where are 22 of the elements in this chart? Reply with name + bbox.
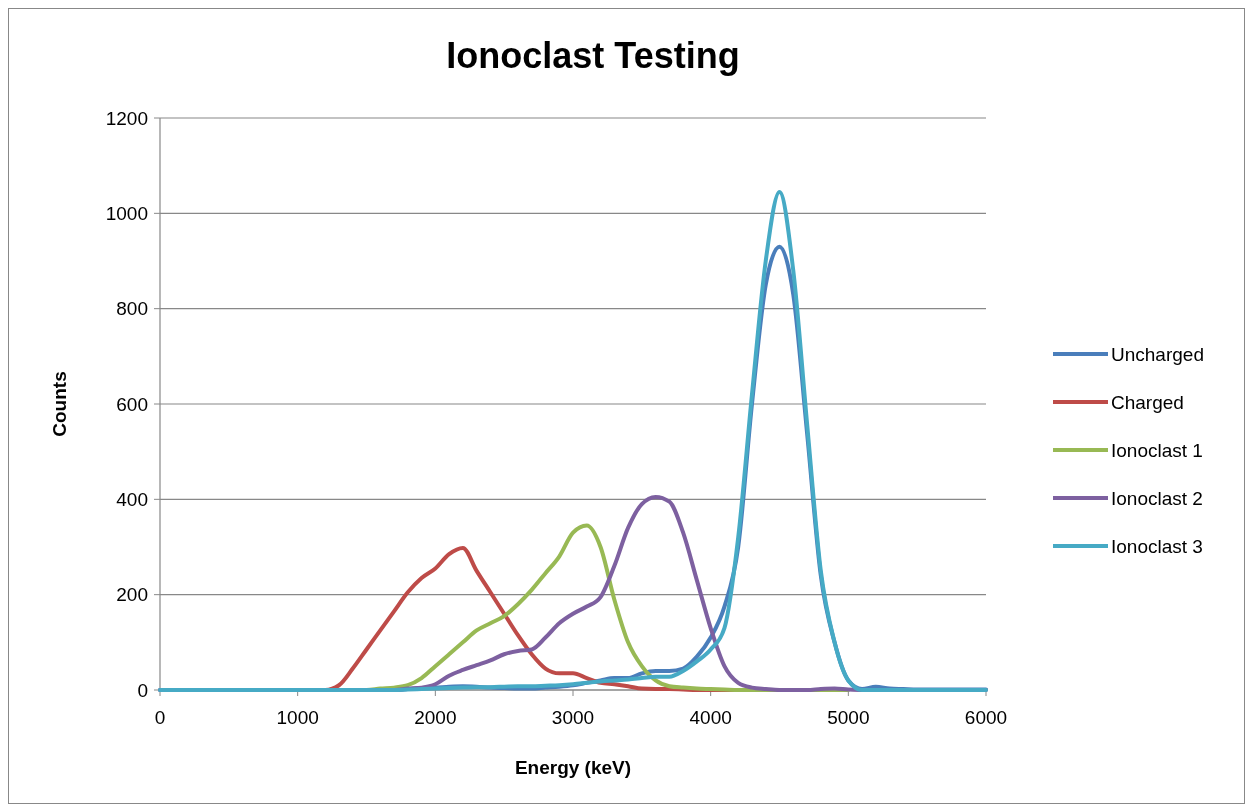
y-tick-label: 1200 [105,107,148,129]
x-tick-label: 0 [154,707,166,728]
y-tick-label: 200 [116,584,148,606]
chart-title: Ionoclast Testing [446,35,740,76]
x-axis-title: Energy (keV) [514,757,632,778]
x-tick-label: 1000 [276,707,319,728]
y-tick-label: 400 [116,488,148,510]
legend-label: Charged [1111,391,1184,413]
legend-label: Ionoclast 2 [1111,487,1203,509]
y-tick-label: 0 [137,679,148,701]
y-axis-title: Counts [49,371,70,437]
x-tick-label: 4000 [689,707,732,728]
legend-label: Ionoclast 1 [1111,439,1203,461]
y-tick-label: 600 [116,393,148,415]
legend-label: Uncharged [1111,343,1204,365]
x-tick-label: 6000 [964,707,1008,728]
y-tick-label: 1000 [105,202,148,224]
x-tick-label: 3000 [551,707,595,728]
legend-label: Ionoclast 3 [1111,535,1203,557]
x-tick-label: 5000 [827,707,870,728]
x-tick-label: 2000 [414,707,457,728]
y-tick-label: 800 [116,298,148,320]
